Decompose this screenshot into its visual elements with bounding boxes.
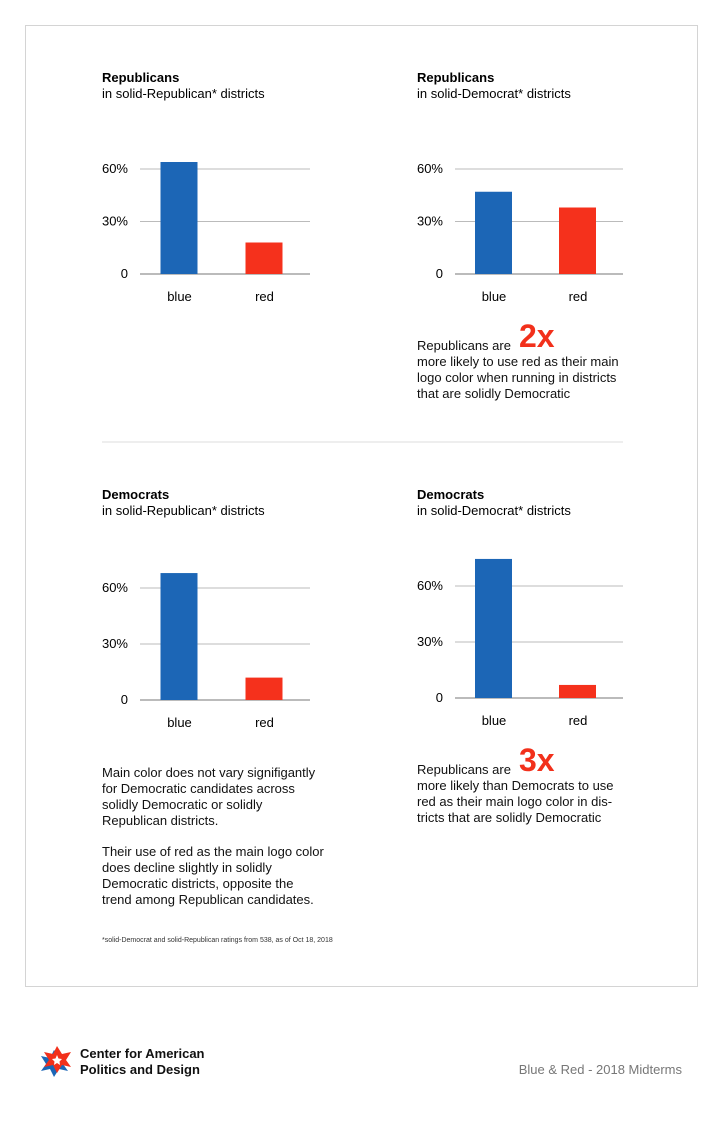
y-tick-label: 0 (121, 266, 128, 281)
annotation-lead: Republicans are (417, 338, 511, 353)
bar (559, 684, 596, 698)
x-tick-label: blue (482, 289, 507, 304)
bar (160, 573, 198, 700)
chart-subtitle: in solid-Democrat* districts (417, 503, 571, 518)
y-tick-label: 60% (102, 161, 128, 176)
logo (41, 1046, 71, 1077)
x-tick-label: red (255, 715, 274, 730)
y-tick-label: 60% (417, 161, 443, 176)
y-tick-label: 30% (417, 634, 443, 649)
note-text: Democratic districts, opposite the (102, 876, 294, 891)
note-text: Republican districts. (102, 813, 219, 828)
bar (245, 677, 283, 700)
chart-subtitle: in solid-Republican* districts (102, 503, 265, 518)
y-tick-label: 30% (102, 636, 128, 651)
annotation-text: more likely to use red as their main (417, 354, 619, 369)
chart-title: Democrats (102, 487, 169, 502)
logo-star (52, 1055, 62, 1065)
bar (559, 207, 596, 274)
annotation-text: tricts that are solidly Democratic (417, 810, 602, 825)
note-text: for Democratic candidates across (102, 781, 295, 796)
y-tick-label: 60% (417, 578, 443, 593)
note-text: Main color does not vary signifigantly (102, 765, 316, 780)
y-tick-label: 0 (121, 692, 128, 707)
bar (475, 191, 512, 274)
annotation-highlight: 2x (519, 318, 555, 354)
annotation-highlight: 3x (519, 742, 555, 778)
y-tick-label: 0 (436, 266, 443, 281)
chart-subtitle: in solid-Republican* districts (102, 86, 265, 101)
note-text: does decline slightly in solidly (102, 860, 272, 875)
bar (245, 242, 283, 274)
x-tick-label: blue (482, 713, 507, 728)
note-text: Their use of red as the main logo color (102, 844, 324, 859)
note-text: solidly Democratic or solidly (102, 797, 263, 812)
y-tick-label: 60% (102, 580, 128, 595)
org-name: Center for American (80, 1046, 205, 1061)
note-text: trend among Republican candidates. (102, 892, 314, 907)
card (25, 25, 698, 987)
footnote: *solid-Democrat and solid-Republican rat… (102, 937, 333, 944)
y-tick-label: 30% (102, 214, 128, 229)
y-tick-label: 30% (417, 214, 443, 229)
footer-caption: Blue & Red - 2018 Midterms (518, 1062, 682, 1077)
annotation-text: more likely than Democrats to use (417, 778, 614, 793)
chart-title: Democrats (417, 487, 484, 502)
annotation-lead: Republicans are (417, 762, 511, 777)
annotation-text: logo color when running in districts (417, 370, 617, 385)
x-tick-label: red (569, 713, 588, 728)
bar (160, 162, 198, 274)
x-tick-label: blue (167, 715, 192, 730)
annotation-text: red as their main logo color in dis- (417, 794, 613, 809)
org-name: Politics and Design (80, 1062, 200, 1077)
x-tick-label: red (255, 289, 274, 304)
chart-subtitle: in solid-Democrat* districts (417, 86, 571, 101)
x-tick-label: red (569, 289, 588, 304)
chart-title: Republicans (417, 70, 494, 85)
chart-title: Republicans (102, 70, 179, 85)
y-tick-label: 0 (436, 690, 443, 705)
bar (475, 558, 512, 698)
annotation-text: that are solidly Democratic (417, 386, 571, 401)
x-tick-label: blue (167, 289, 192, 304)
